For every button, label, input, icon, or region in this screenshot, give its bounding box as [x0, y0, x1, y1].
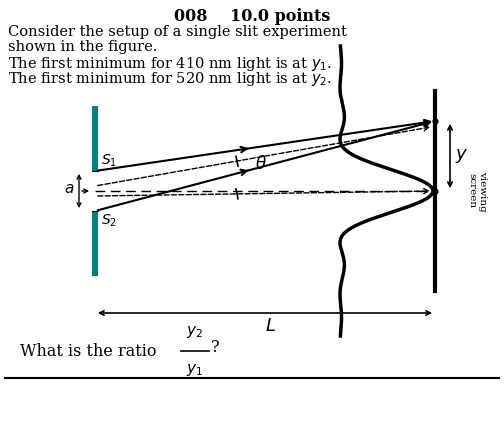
Text: ?: ?: [211, 339, 220, 355]
Text: viewing
screen: viewing screen: [467, 171, 487, 211]
Text: $y$: $y$: [455, 147, 468, 165]
Text: The first minimum for 520 nm light is at $y_2$.: The first minimum for 520 nm light is at…: [8, 70, 332, 88]
Text: $S_2$: $S_2$: [101, 213, 117, 229]
Bar: [92, 211, 98, 276]
Text: $y_2$: $y_2$: [186, 324, 204, 340]
Text: What is the ratio: What is the ratio: [20, 343, 162, 359]
Bar: [92, 106, 98, 171]
Text: $a$: $a$: [64, 182, 74, 196]
Text: The first minimum for 410 nm light is at $y_1$.: The first minimum for 410 nm light is at…: [8, 55, 332, 73]
Text: shown in the figure.: shown in the figure.: [8, 40, 157, 54]
Text: $y_1$: $y_1$: [186, 362, 204, 378]
Text: $\theta$: $\theta$: [255, 155, 267, 173]
Text: Consider the setup of a single slit experiment: Consider the setup of a single slit expe…: [8, 25, 347, 39]
Text: $L$: $L$: [265, 317, 276, 335]
Text: 008    10.0 points: 008 10.0 points: [174, 8, 330, 25]
Text: $S_1$: $S_1$: [101, 153, 117, 169]
